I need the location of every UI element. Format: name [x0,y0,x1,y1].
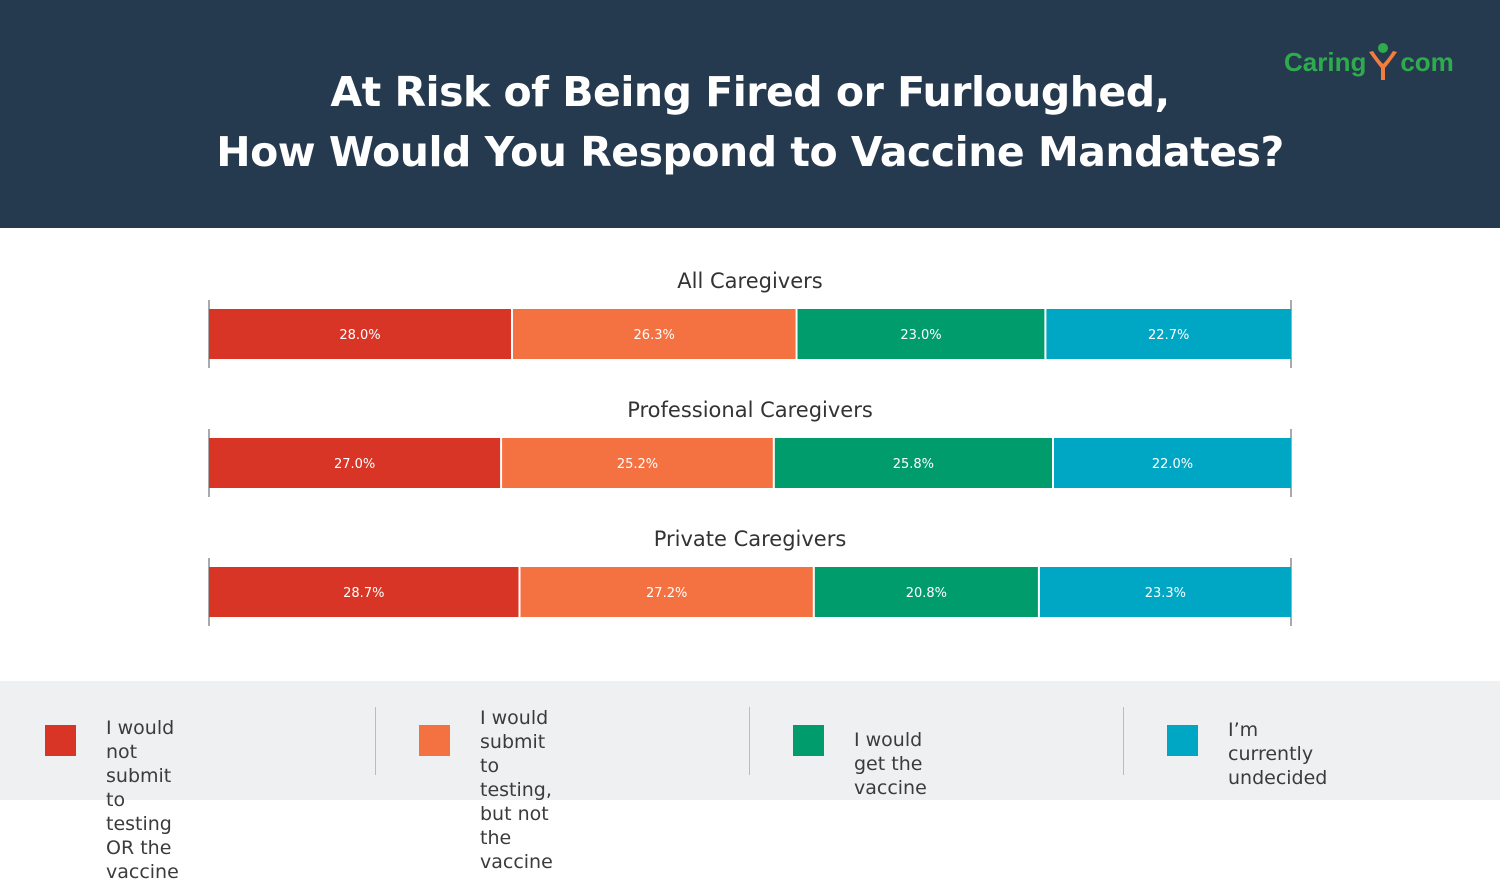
logo-text-caring: Caring [1284,47,1367,77]
bar-segment-all-caregivers-1 [513,309,796,359]
bar-segment-professional-caregivers-0 [209,438,501,488]
data-label-professional-caregivers-3: 22.0% [1152,457,1193,472]
data-label-private-caregivers-0: 28.7% [343,586,384,601]
data-label-all-caregivers-2: 23.0% [900,328,941,343]
legend-swatch-orange [419,725,450,756]
category-label-all-caregivers: All Caregivers [677,269,822,293]
data-label-private-caregivers-2: 20.8% [906,586,947,601]
caring-logo: Caring com [1284,40,1454,84]
legend-divider [375,707,376,775]
chart-area: All Caregivers 28.0% 26.3% 23.0% 22.7% Profes… [0,228,1500,681]
bar-segment-all-caregivers-2 [797,309,1045,359]
legend-divider [749,707,750,775]
data-label-all-caregivers-1: 26.3% [634,328,675,343]
bar-segment-private-caregivers-1 [520,567,813,617]
bar-segment-all-caregivers-3 [1046,309,1291,359]
legend-label-get-vaccine: I would get the vaccine [854,729,927,799]
bar-segment-private-caregivers-0 [209,567,519,617]
bar-segment-professional-caregivers-2 [774,438,1052,488]
stacked-bar-chart: All Caregivers 28.0% 26.3% 23.0% 22.7% Profes… [208,269,1292,626]
legend: I would not submit to testing OR the vac… [0,681,1500,883]
title-line-1: At Risk of Being Fired or Furloughed, [330,68,1170,116]
legend-swatch-blue [1167,725,1198,756]
data-label-private-caregivers-1: 27.2% [646,586,687,601]
legend-label-no-testing-no-vaccine: I would not submit to testing OR the vac… [106,717,179,883]
bar-segment-all-caregivers-0 [209,309,511,359]
data-label-professional-caregivers-0: 27.0% [334,457,375,472]
category-label-professional-caregivers: Professional Caregivers [627,398,873,422]
legend-label-testing-not-vaccine: I would submit to testing, but not the v… [480,707,553,873]
data-label-professional-caregivers-1: 25.2% [617,457,658,472]
bar-segment-private-caregivers-2 [814,567,1038,617]
data-label-all-caregivers-3: 22.7% [1148,328,1189,343]
data-label-all-caregivers-0: 28.0% [339,328,380,343]
header-banner: At Risk of Being Fired or Furloughed, Ho… [0,0,1500,228]
bar-segment-professional-caregivers-3 [1054,438,1291,488]
chart-title: At Risk of Being Fired or Furloughed, Ho… [0,62,1500,182]
legend-divider [1123,707,1124,775]
category-label-private-caregivers: Private Caregivers [654,527,847,551]
bar-segment-private-caregivers-3 [1039,567,1291,617]
legend-label-undecided: I’m currently undecided [1228,719,1328,789]
title-line-2: How Would You Respond to Vaccine Mandate… [216,128,1284,176]
legend-swatch-red [45,725,76,756]
data-label-private-caregivers-3: 23.3% [1145,586,1186,601]
bar-segment-professional-caregivers-1 [502,438,773,488]
caregiver-figure-icon [1369,43,1398,80]
logo-text-com: com [1400,47,1454,77]
legend-swatch-green [793,725,824,756]
data-label-professional-caregivers-2: 25.8% [893,457,934,472]
